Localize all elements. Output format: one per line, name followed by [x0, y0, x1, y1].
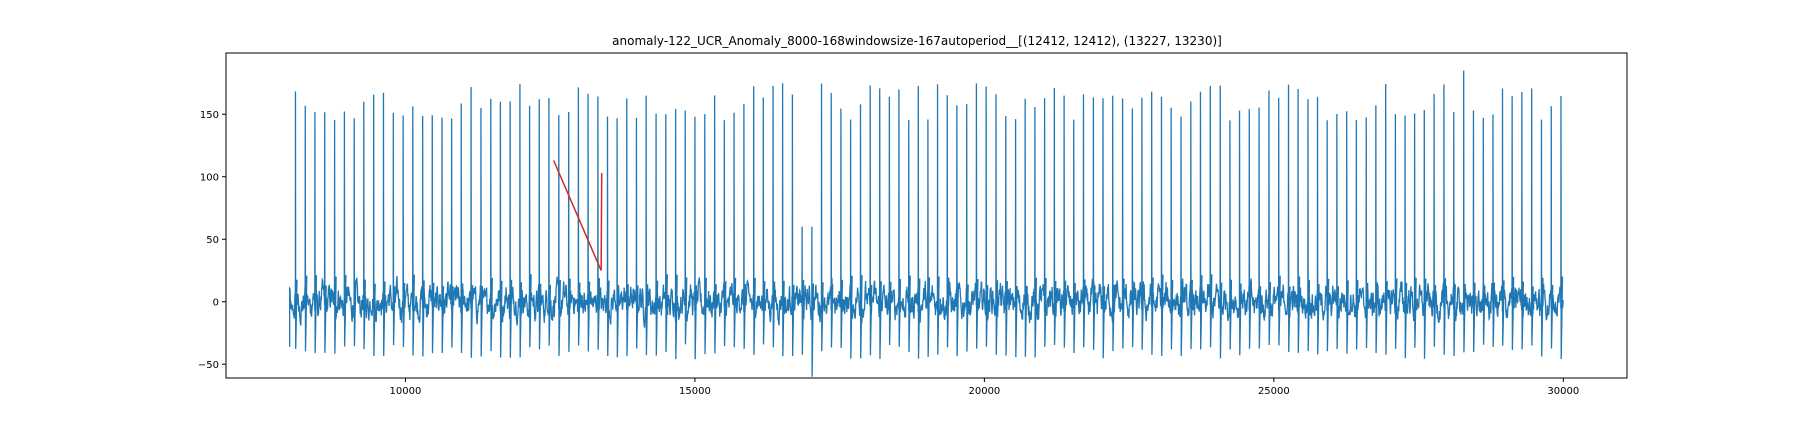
- axes-frame: [225, 52, 1628, 379]
- x-tick-label: 20000: [968, 386, 1000, 397]
- y-tick-label: 0: [213, 297, 219, 308]
- series-line-signal: [289, 70, 1564, 377]
- x-tick-label: 25000: [1258, 386, 1290, 397]
- plot-area: [289, 70, 1564, 377]
- y-tick-label: −50: [198, 360, 219, 371]
- x-tick-label: 10000: [390, 386, 422, 397]
- axes: 10000 15000 20000 25000 30000 −50 0 50 100 150: [198, 52, 1628, 397]
- y-tick-label: 150: [200, 110, 219, 121]
- y-tick-label: 50: [206, 235, 219, 246]
- y-tick-label: 100: [200, 172, 219, 183]
- x-tick-label: 15000: [679, 386, 711, 397]
- series-line-anomaly: [552, 160, 603, 271]
- x-tick-label: 30000: [1547, 386, 1579, 397]
- chart-title: anomaly-122_UCR_Anomaly_8000-168windowsi…: [612, 34, 1222, 48]
